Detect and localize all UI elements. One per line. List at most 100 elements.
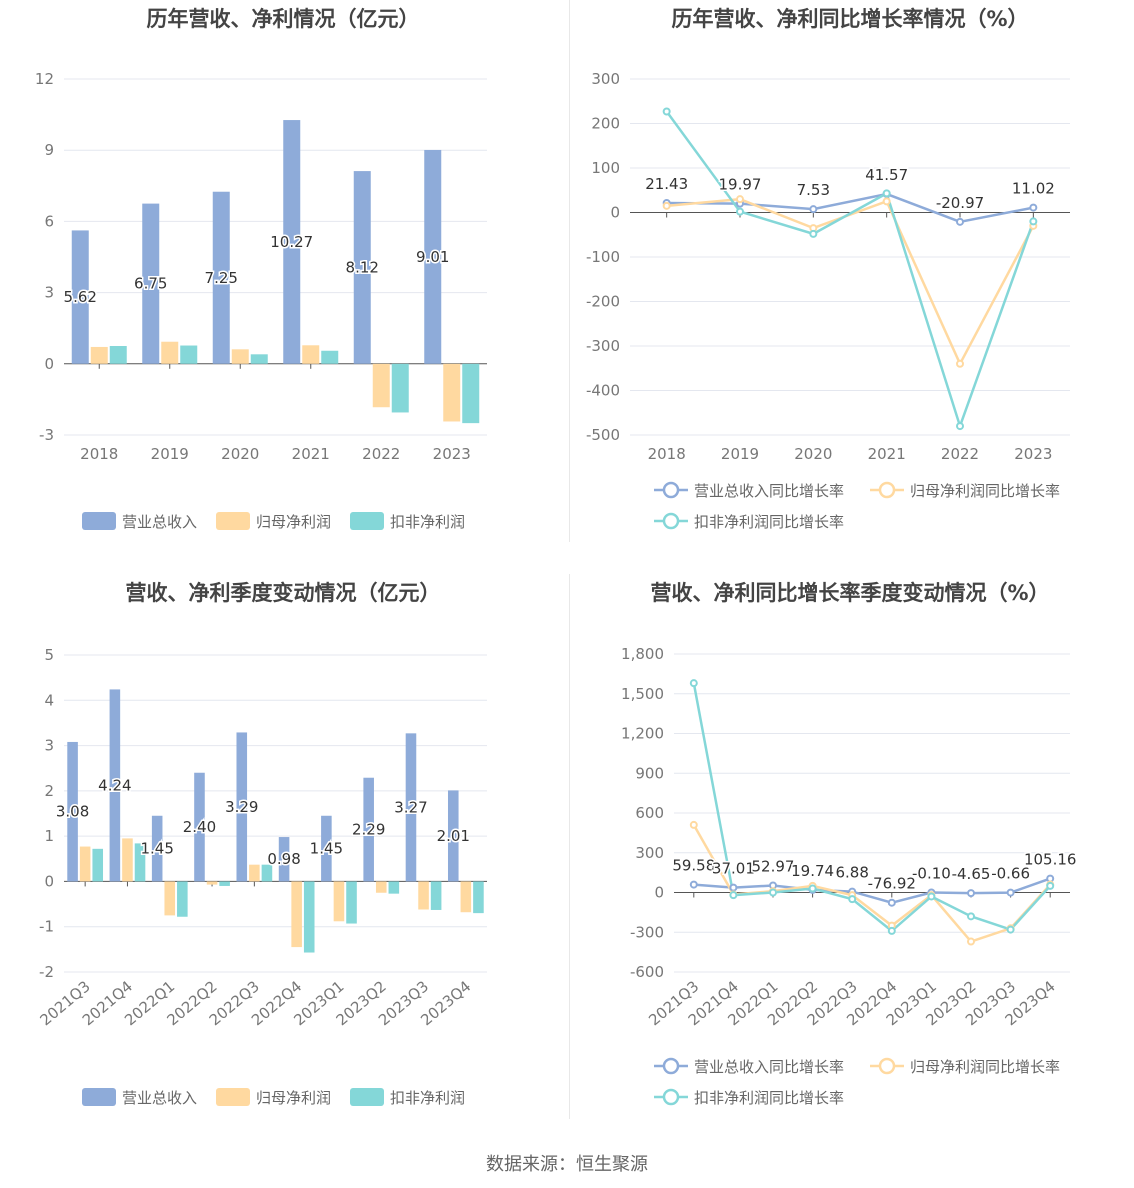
bar	[177, 881, 188, 917]
annual-growth-rate-chart: 历年营收、净利同比增长率情况（%） -500 -400 -300 -200 -100 0 10…	[567, 0, 1134, 574]
point	[769, 888, 777, 897]
bar	[261, 864, 273, 882]
legend-swatch-marker	[878, 1057, 896, 1075]
legend-label: 扣非净利润同比增长率	[694, 1089, 844, 1107]
bar-data-label: 3.29	[225, 798, 258, 816]
legend-label: 归母净利润同比增长率	[910, 482, 1060, 500]
line-data-label: -20.97	[936, 194, 984, 212]
bar	[473, 881, 484, 914]
bar	[391, 363, 409, 413]
bar-data-label: 5.62	[64, 288, 97, 306]
point	[848, 895, 857, 904]
bar	[219, 881, 230, 886]
y-tick-label: -1	[39, 918, 54, 936]
bar	[460, 881, 472, 913]
y-tick-label: 200	[591, 115, 620, 133]
bar-data-label: 4.24	[98, 776, 131, 794]
point	[882, 197, 891, 206]
bar	[353, 171, 371, 364]
bar	[321, 350, 339, 364]
bar	[372, 363, 390, 408]
y-tick-label: -600	[630, 963, 664, 981]
bar	[405, 733, 417, 882]
point	[956, 422, 964, 431]
x-tick-label: 2022	[941, 445, 979, 463]
point	[809, 205, 818, 214]
y-tick-label: 5	[44, 646, 54, 664]
bar-data-label: 2.01	[437, 827, 470, 845]
legend-swatch	[216, 512, 250, 530]
line-data-label: -0.66	[991, 865, 1030, 883]
bar	[302, 345, 320, 364]
point	[882, 189, 891, 198]
legend-swatch-marker	[662, 481, 680, 499]
chart-title: 历年营收、净利情况（亿元）	[147, 7, 420, 31]
bar	[363, 777, 374, 882]
line-data-label: 11.02	[1012, 180, 1055, 198]
line-data-label: 7.53	[797, 181, 830, 199]
chart-title: 营收、净利同比增长率季度变动情况（%）	[650, 581, 1049, 605]
bar	[231, 349, 249, 364]
y-tick-label: 0	[610, 204, 620, 222]
line-data-label: 59.58	[672, 857, 715, 875]
x-tick-label: 2021	[292, 445, 330, 463]
y-tick-label: 3	[44, 737, 54, 755]
y-tick-label: 1	[44, 827, 54, 845]
bar-data-label: 9.01	[416, 248, 449, 266]
point	[967, 937, 975, 946]
point	[689, 679, 698, 688]
y-tick-label: 1,500	[621, 685, 664, 703]
point	[956, 359, 964, 368]
bar	[206, 881, 218, 885]
point	[967, 889, 975, 898]
y-tick-label: -300	[586, 337, 620, 355]
bar-data-label: 8.12	[346, 258, 379, 276]
bar	[142, 203, 160, 364]
y-tick-label: 0	[44, 872, 54, 890]
point	[887, 898, 896, 907]
bar	[278, 837, 290, 882]
bar	[109, 689, 121, 882]
x-tick-label: 2023	[433, 445, 471, 463]
bar	[212, 191, 230, 364]
series-line	[666, 192, 1034, 224]
quarterly-growth-rate-chart: 营收、净利同比增长率季度变动情况（%） -600 -300 0 300 600 900 1,2…	[567, 574, 1134, 1148]
bar-data-label: 6.75	[134, 275, 167, 293]
line-data-label: 37.01	[712, 860, 755, 878]
y-tick-label: 12	[35, 70, 54, 88]
legend-swatch	[350, 1088, 384, 1106]
bar	[79, 846, 91, 882]
point	[808, 884, 817, 893]
y-tick-label: 2	[44, 782, 54, 800]
bar	[164, 881, 176, 916]
bar-data-label: 3.27	[394, 798, 427, 816]
line-data-label: 105.16	[1024, 851, 1076, 869]
bar	[122, 838, 133, 882]
bar-data-label: 1.45	[310, 840, 343, 858]
bar	[134, 843, 146, 882]
point	[1029, 203, 1038, 212]
bar-data-label: 0.98	[267, 850, 300, 868]
bar-data-label: 2.40	[183, 818, 216, 836]
point	[967, 912, 975, 921]
chart-svg: 营收、净利同比增长率季度变动情况（%） -600 -300 0 300 600 900 1,2…	[621, 581, 1078, 1107]
bar-data-label: 3.08	[56, 803, 89, 821]
line-data-label: -4.65	[952, 865, 991, 883]
line-data-label: 41.57	[865, 166, 908, 184]
legend-swatch	[350, 512, 384, 530]
line-data-label: 52.97	[752, 857, 795, 875]
point	[662, 107, 671, 116]
legend-label: 归母净利润	[256, 513, 331, 531]
vertical-divider	[569, 574, 570, 1119]
x-tick-label: 2018	[648, 445, 686, 463]
y-tick-label: 9	[44, 141, 54, 159]
bar-data-label: 7.25	[205, 269, 238, 287]
legend-label: 营业总收入	[122, 513, 197, 531]
legend-label: 营业总收入同比增长率	[694, 482, 844, 500]
bar	[291, 881, 302, 948]
annual-revenue-profit-chart: 历年营收、净利情况（亿元） -3 0 3 6 9 12 2018 2019 2020 2021 202…	[0, 0, 567, 574]
y-tick-label: 0	[654, 884, 664, 902]
legend-swatch	[82, 1088, 116, 1106]
legend-swatch-marker	[662, 1088, 680, 1106]
bar	[90, 346, 108, 364]
